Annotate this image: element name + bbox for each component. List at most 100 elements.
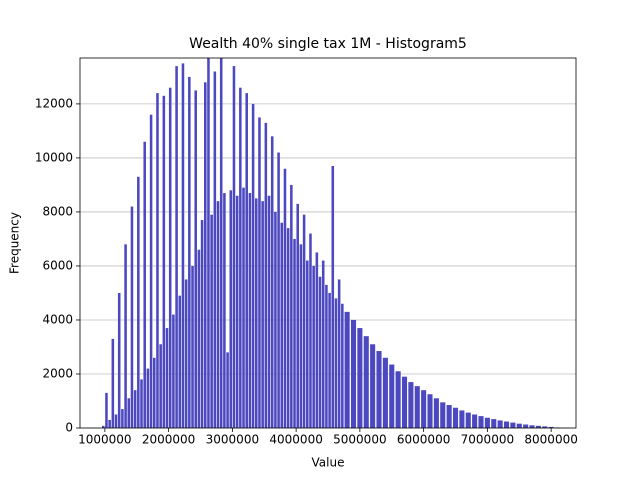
bar <box>309 233 312 428</box>
bar <box>178 295 182 428</box>
bar <box>535 425 541 428</box>
y-tick-label: 8000 <box>42 204 73 218</box>
bar <box>299 244 303 428</box>
bar <box>204 82 207 428</box>
bar <box>389 364 395 428</box>
bar <box>258 117 261 428</box>
x-tick-label: 2000000 <box>142 433 195 447</box>
bar <box>446 405 452 428</box>
bar <box>421 390 427 428</box>
bar <box>105 392 108 428</box>
bar <box>143 141 146 428</box>
bars <box>101 58 561 429</box>
bar <box>350 319 357 428</box>
bar <box>452 407 459 428</box>
bar <box>325 284 328 428</box>
bar <box>306 260 309 428</box>
bar <box>491 419 497 428</box>
bar <box>165 328 169 428</box>
bar <box>334 298 338 428</box>
y-tick-label: 0 <box>65 421 73 435</box>
bar <box>200 220 204 428</box>
bar <box>162 95 166 429</box>
bar <box>277 152 280 428</box>
bar <box>408 382 414 428</box>
x-tick-label: 3000000 <box>206 433 259 447</box>
bar <box>370 344 376 428</box>
plot-frame <box>79 57 577 429</box>
bar <box>290 184 293 428</box>
bar <box>223 193 226 428</box>
bar <box>133 390 137 428</box>
bar <box>261 201 264 428</box>
x-tick-label: 8000000 <box>524 433 577 447</box>
bar <box>184 279 188 428</box>
ticks: 0 2000 4000 6000 8000 10000 12000 1000000 200000… <box>35 96 578 446</box>
bar <box>235 195 239 428</box>
bar <box>216 201 220 428</box>
bar <box>130 206 134 428</box>
bar <box>191 265 194 428</box>
bar <box>111 338 115 428</box>
bar <box>357 328 363 428</box>
bar <box>341 303 344 428</box>
bar <box>181 63 185 428</box>
bar <box>427 394 433 428</box>
bar <box>484 417 490 428</box>
y-axis-label: Frequency <box>8 212 22 274</box>
bar <box>248 193 252 428</box>
bar <box>382 357 388 428</box>
bar <box>114 414 118 428</box>
bar <box>149 114 153 428</box>
bar <box>264 122 268 429</box>
bar <box>331 166 335 429</box>
bar <box>542 426 548 428</box>
bar <box>497 420 503 428</box>
bar <box>251 103 255 428</box>
bar <box>328 292 331 428</box>
bar <box>229 190 233 428</box>
y-tick-label: 4000 <box>42 312 73 326</box>
bar <box>440 402 446 428</box>
bar <box>344 311 350 428</box>
bar <box>255 198 258 428</box>
x-tick-label: 6000000 <box>397 433 450 447</box>
bar <box>175 66 178 429</box>
bar <box>121 409 124 428</box>
bar <box>465 412 471 428</box>
bar <box>207 58 210 428</box>
y-tick-label: 12000 <box>35 96 73 110</box>
bar <box>210 214 213 428</box>
bar <box>523 424 529 428</box>
bar <box>168 87 172 428</box>
bar <box>197 249 201 428</box>
bar <box>267 195 271 428</box>
bar <box>315 252 319 428</box>
bar <box>101 425 105 428</box>
bar <box>213 71 217 428</box>
bar <box>146 368 150 428</box>
bar <box>219 58 223 428</box>
bar <box>395 371 401 428</box>
x-tick-label: 4000000 <box>269 433 322 447</box>
bar <box>226 352 229 428</box>
bar <box>363 336 369 428</box>
bar <box>108 419 111 428</box>
bar <box>270 136 274 428</box>
bar <box>127 398 131 428</box>
bar <box>321 260 325 428</box>
y-tick-label: 6000 <box>42 258 73 272</box>
bar <box>140 379 143 428</box>
chart-title: Wealth 40% single tax 1M - Histogram5 <box>189 36 467 52</box>
bar <box>296 203 299 428</box>
bar <box>232 66 236 429</box>
bar <box>172 314 175 428</box>
bar <box>124 244 127 428</box>
bar <box>156 93 159 428</box>
bar <box>117 292 121 428</box>
bar <box>529 425 535 428</box>
bar <box>293 238 296 428</box>
x-axis-label: Value <box>312 456 345 470</box>
bar <box>548 426 554 428</box>
